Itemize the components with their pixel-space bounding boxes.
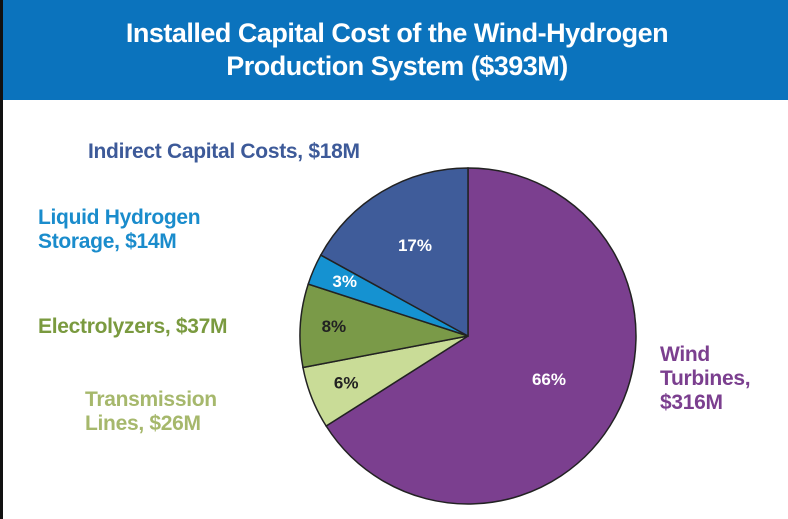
slice-label: 3% xyxy=(332,272,357,291)
category-label: Electrolyzers, $37M xyxy=(38,315,298,339)
slice-label: 6% xyxy=(334,374,359,393)
category-label: Liquid Hydrogen Storage, $14M xyxy=(38,206,248,254)
slice-label: 17% xyxy=(398,236,432,255)
category-label: Indirect Capital Costs, $18M xyxy=(88,140,448,164)
slice-label: 8% xyxy=(322,317,347,336)
chart: 66% 6% 8% 3% 17% xyxy=(3,0,788,519)
slice-label: 66% xyxy=(532,370,566,389)
page: Installed Capital Cost of the Wind-Hydro… xyxy=(0,0,788,519)
category-label: Transmission Lines, $26M xyxy=(85,388,260,436)
category-label: Wind Turbines, $316M xyxy=(660,343,788,415)
